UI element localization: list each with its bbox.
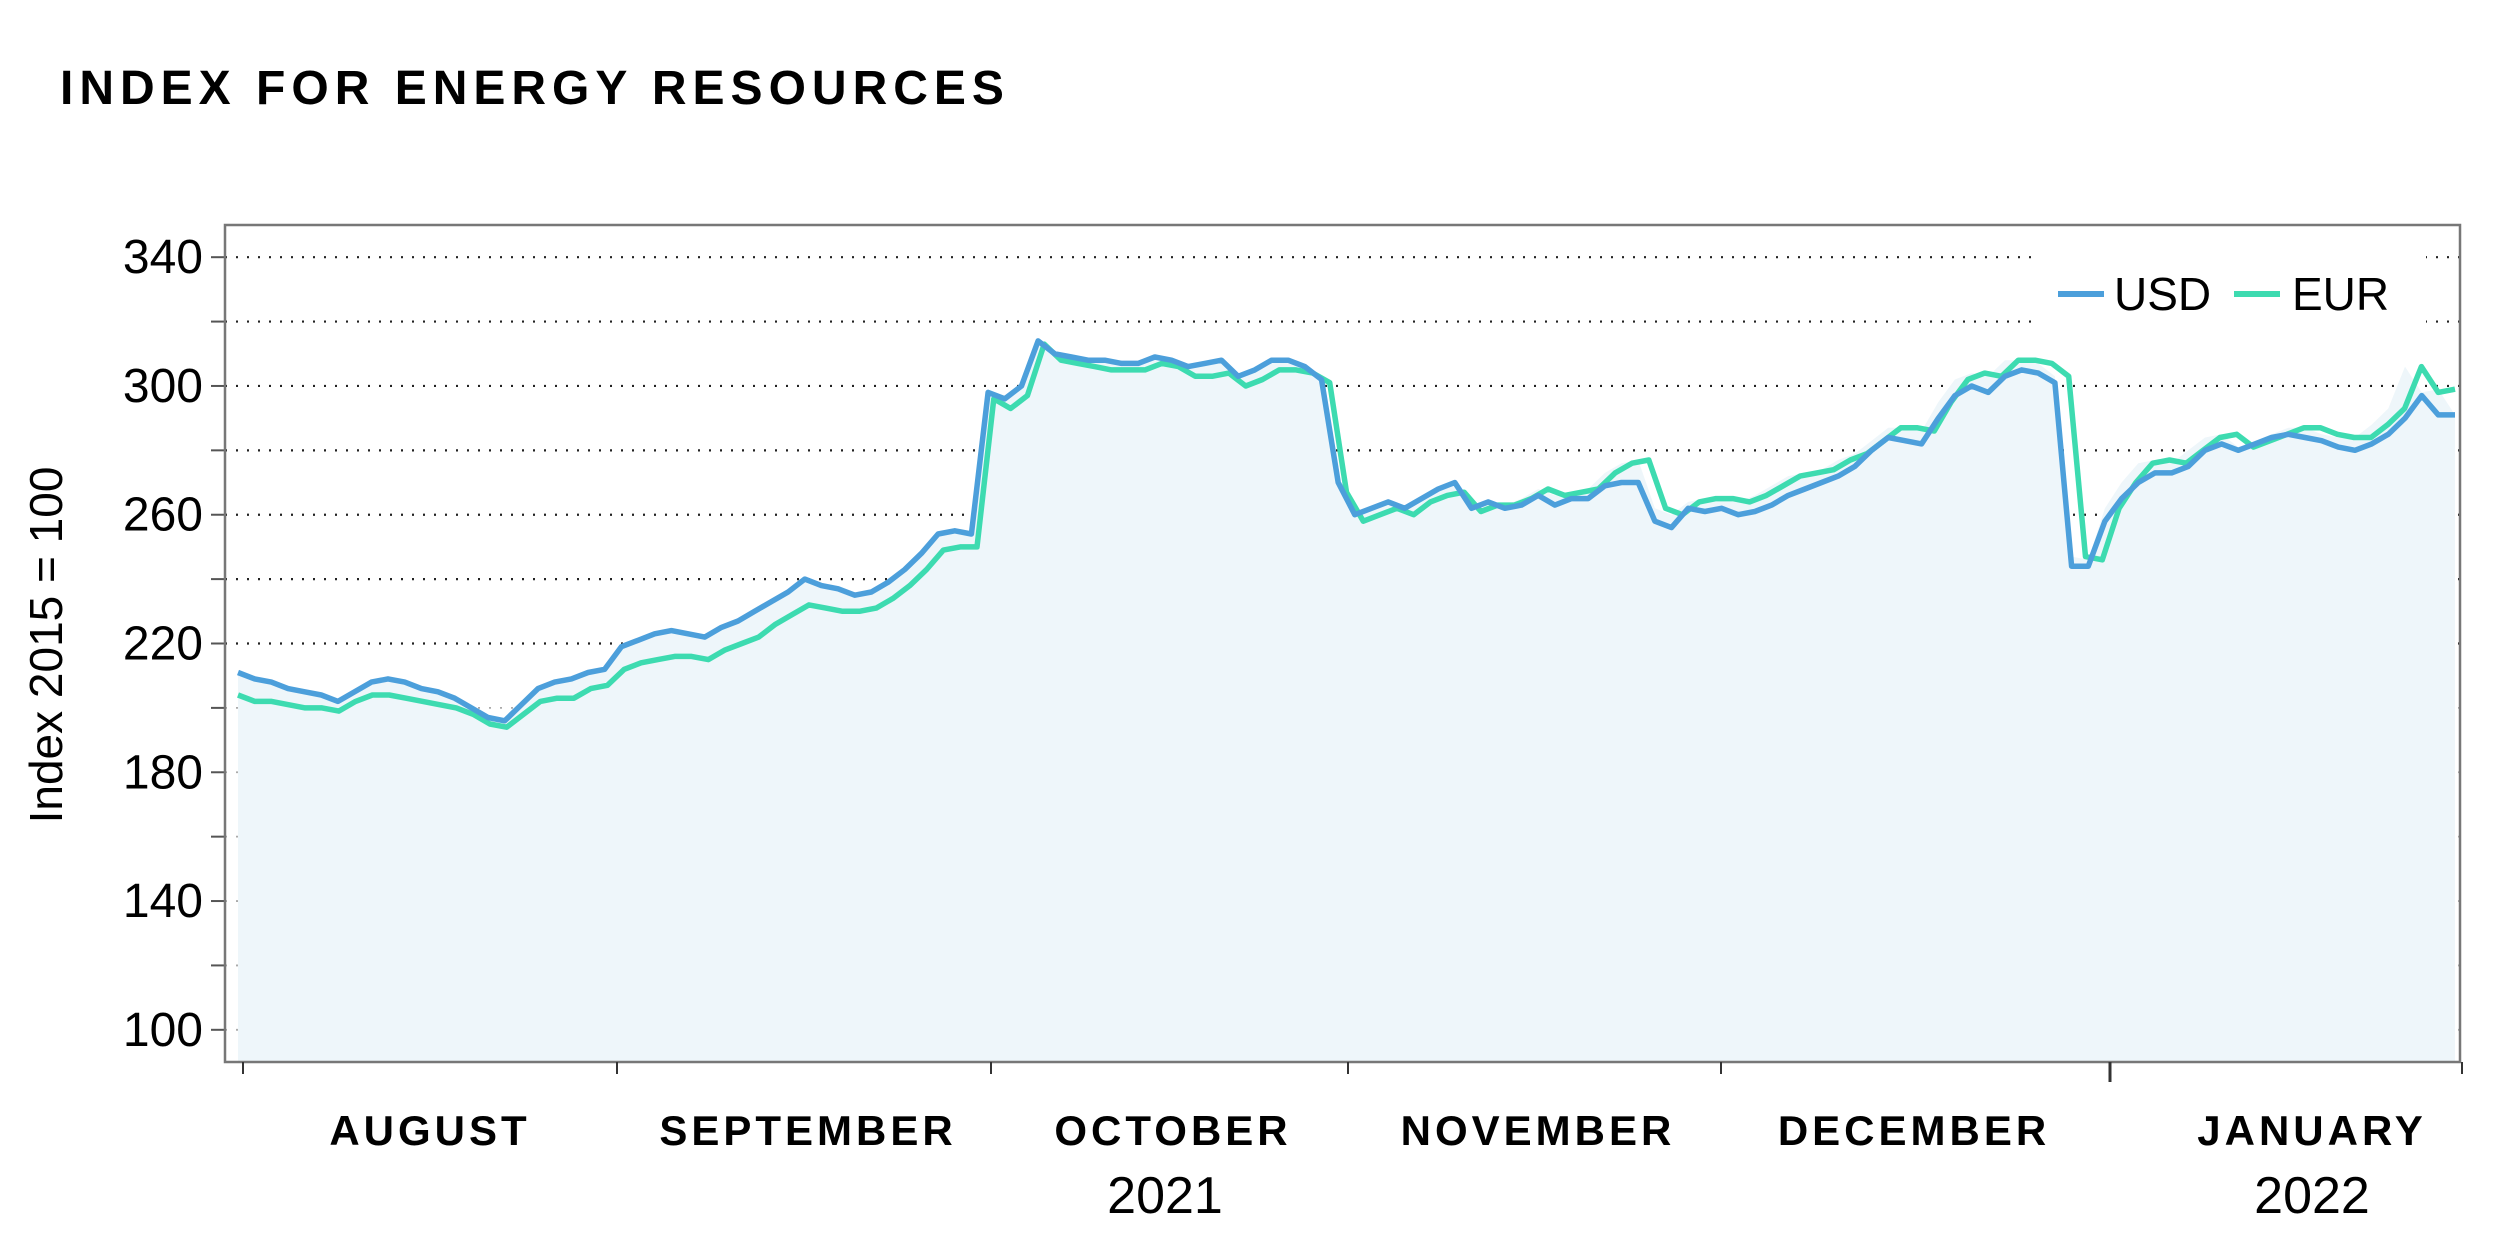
y-tick-label: 140 [123, 875, 203, 928]
x-month-label: SEPTEMBER [659, 1107, 956, 1154]
x-year-label: 2021 [1107, 1167, 1223, 1225]
legend-background [2040, 248, 2426, 330]
y-tick-label: 300 [123, 360, 203, 413]
y-tick-label: 220 [123, 618, 203, 671]
y-tick-label: 100 [123, 1004, 203, 1057]
series-eur-line [237, 341, 2456, 730]
y-tick-label: 340 [123, 231, 203, 284]
y-tick-label: 180 [123, 746, 203, 799]
legend-eur-label: EUR [2292, 268, 2389, 320]
area-fill [238, 340, 2455, 1062]
y-axis-label: Index 2015 = 100 [20, 467, 72, 824]
x-month-label: OCTOBER [1054, 1107, 1291, 1154]
legend-usd-label: USD [2114, 268, 2211, 320]
chart-title: INDEX FOR ENERGY RESOURCES [60, 62, 1010, 115]
y-tick-label: 260 [123, 489, 203, 542]
legend: USD EUR [2040, 248, 2426, 330]
x-month-label: AUGUST [329, 1107, 530, 1154]
x-year-label: 2022 [2254, 1167, 2370, 1225]
plot-area: 100 140 180 220 260 300 340 AUGUST SEPTEMBER OCTO… [123, 223, 2463, 1225]
x-month-label: DECEMBER [1778, 1107, 2050, 1154]
x-month-label: JANUARY [2197, 1107, 2426, 1154]
series-usd-line [237, 338, 2455, 724]
x-month-label: NOVEMBER [1401, 1107, 1676, 1154]
plot-frame [223, 223, 2462, 1064]
